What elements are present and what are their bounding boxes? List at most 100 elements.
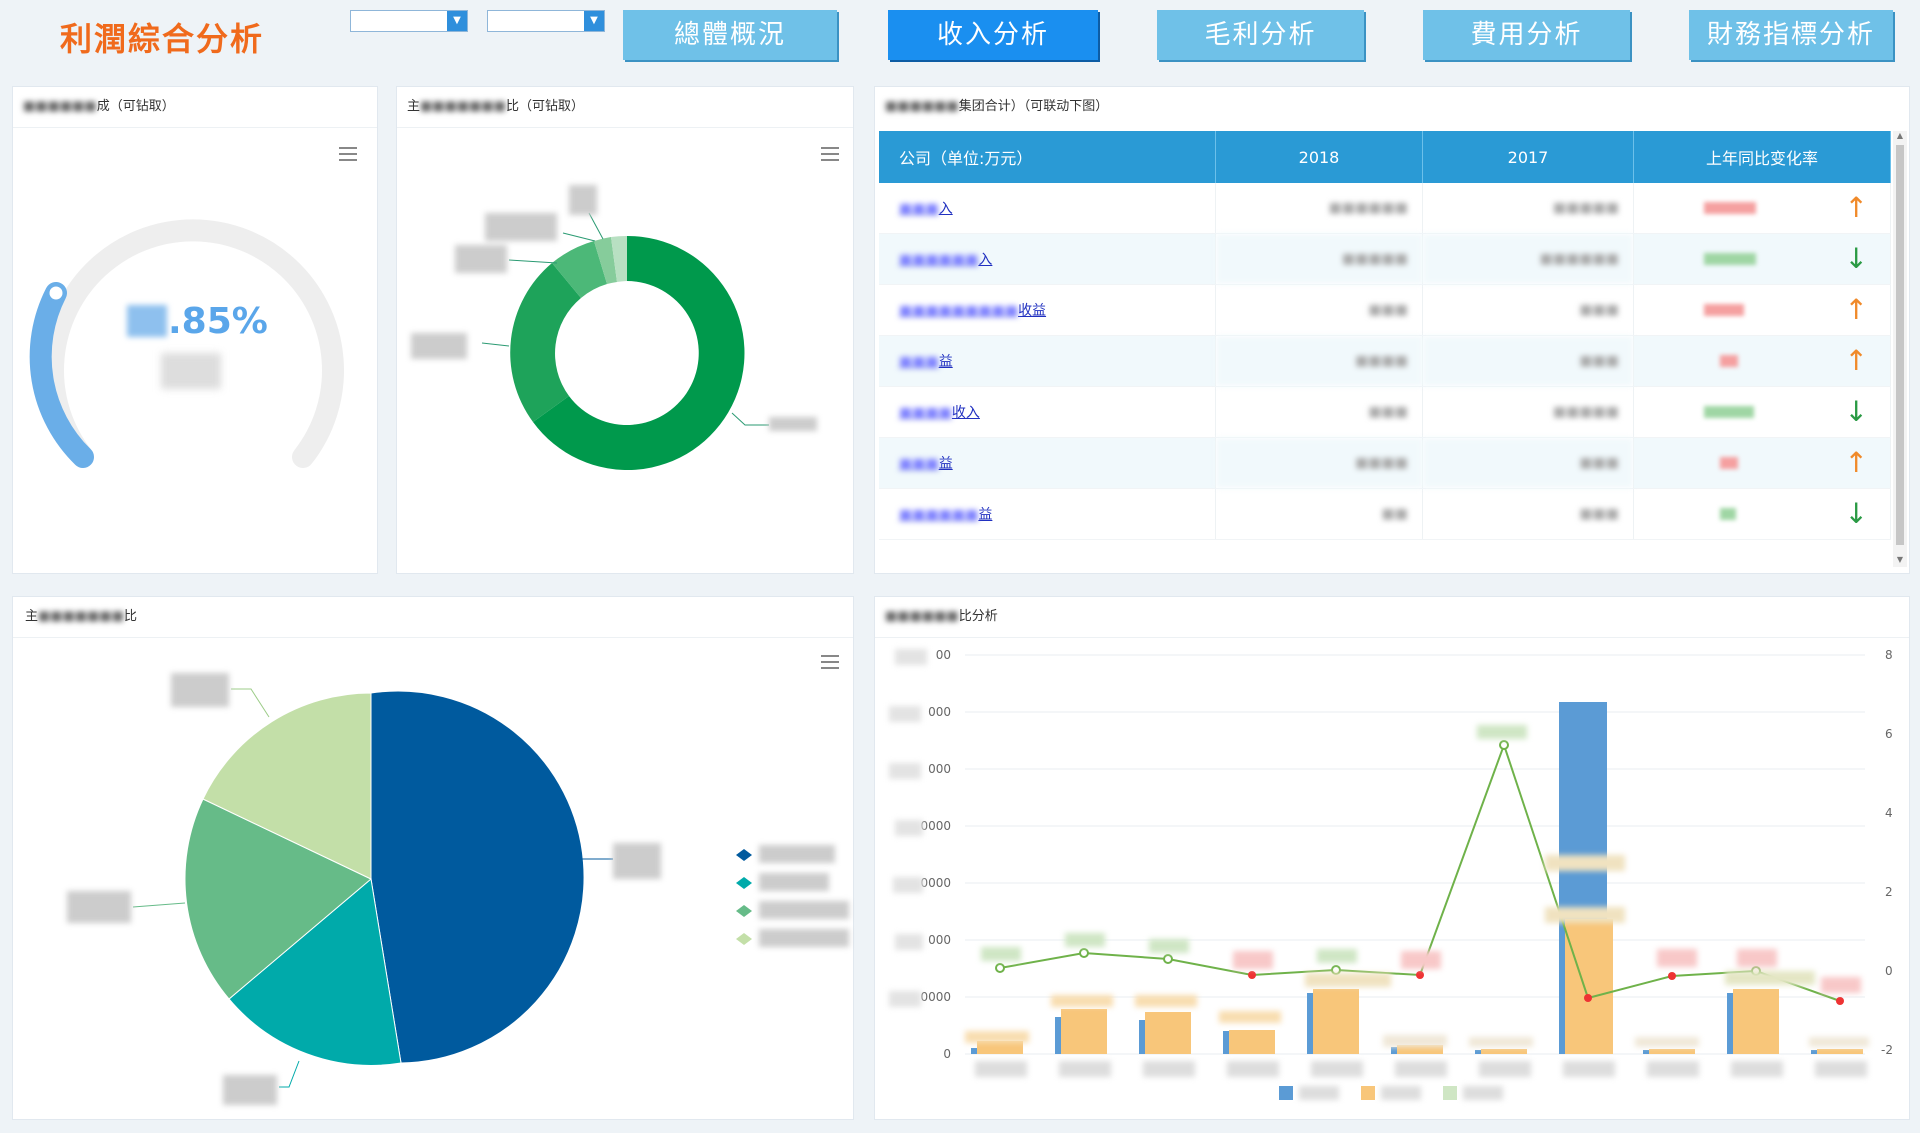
legend-marker-line[interactable] (1443, 1086, 1457, 1100)
pie-leader-2 (279, 1060, 300, 1088)
table-row[interactable]: ■■■益 ■■■■ ■■■ ↑ (879, 437, 1891, 489)
table-row[interactable]: ■■■■■■■■■收益 ■■■ ■■■ ↑ (879, 284, 1891, 336)
gauge-progress (29, 282, 94, 468)
pie-slice-1 (370, 690, 585, 1064)
legend-marker-1[interactable] (736, 849, 752, 861)
tab-overview[interactable]: 總體概況 (623, 10, 837, 60)
row-link[interactable]: ■■■■■■益 (899, 507, 993, 523)
legend-marker-4[interactable] (736, 933, 752, 945)
tab-financial-indicators[interactable]: 財務指標分析 (1689, 10, 1893, 60)
legend-label-1[interactable] (759, 845, 835, 863)
row-link[interactable]: ■■■■■■入 (899, 252, 993, 268)
col-yoy-rate[interactable]: 上年同比变化率 (1633, 131, 1891, 183)
combo-chart: 00 000 000 0000 0000 000 0000 0 8 6 4 2 … (889, 648, 1893, 1100)
bar-blue-3[interactable] (1139, 1020, 1145, 1054)
bar-orange-6[interactable] (1397, 1045, 1443, 1054)
cell-2017: ■■■ (1422, 335, 1634, 387)
donut-slice-4 (594, 237, 617, 284)
y-right-tick-3: 4 (1885, 806, 1893, 820)
line-point[interactable] (1331, 965, 1341, 975)
menu-icon[interactable] (339, 147, 357, 161)
bar-blue-11[interactable] (1811, 1050, 1817, 1054)
legend-marker-bar-blue[interactable] (1279, 1086, 1293, 1100)
table-scrollbar[interactable]: ▲ ▼ (1893, 131, 1907, 567)
line-point[interactable] (1163, 954, 1173, 964)
col-2017[interactable]: 2017 (1422, 131, 1634, 183)
legend-label-bar-orange[interactable] (1381, 1086, 1421, 1100)
tab-expense[interactable]: 費用分析 (1423, 10, 1630, 60)
bar-blue-2[interactable] (1055, 1017, 1061, 1054)
row-link[interactable]: ■■■■收入 (899, 405, 980, 421)
pie-panel: 主■■■■■■■比 (12, 596, 854, 1120)
bar-orange-8[interactable] (1565, 919, 1613, 1054)
x-axis-labels-masked (975, 1061, 1867, 1077)
col-company[interactable]: 公司（单位:万元） (879, 131, 1216, 183)
line-point[interactable] (1499, 740, 1509, 750)
gauge-value: .85% (168, 301, 268, 342)
donut-label-4 (485, 213, 557, 241)
line-point[interactable] (1416, 971, 1424, 979)
bar-blue-7[interactable] (1475, 1050, 1481, 1054)
line-point[interactable] (1248, 971, 1256, 979)
y-axis-left: 00 000 000 0000 0000 000 0000 0 (920, 648, 951, 1061)
tab-gross-profit[interactable]: 毛利分析 (1157, 10, 1364, 60)
donut-label-2 (411, 333, 467, 359)
bar-orange-5[interactable] (1313, 989, 1359, 1054)
bar-blue-6[interactable] (1391, 1047, 1397, 1054)
y-axis-right: 8 6 4 2 0 -2 (1881, 648, 1893, 1057)
legend-label-bar-blue[interactable] (1299, 1086, 1339, 1100)
menu-icon[interactable] (821, 655, 839, 669)
tab-revenue[interactable]: 收入分析 (888, 10, 1098, 60)
bar-blue-10[interactable] (1727, 993, 1733, 1054)
cell-2017: ■■■■■■ (1422, 233, 1634, 285)
legend-label-line[interactable] (1463, 1086, 1503, 1100)
bar-orange-11[interactable] (1817, 1049, 1863, 1054)
pie-label-4 (171, 673, 229, 707)
line-point[interactable] (1079, 948, 1089, 958)
table-row[interactable]: ■■■■收入 ■■■ ■■■■■ ↓ (879, 386, 1891, 438)
table-row[interactable]: ■■■■■■入 ■■■■■ ■■■■■■ ↓ (879, 233, 1891, 285)
legend-marker-2[interactable] (736, 877, 752, 889)
bar-blue-1[interactable] (971, 1048, 977, 1054)
scroll-thumb[interactable] (1896, 145, 1904, 545)
pie-leader-1 (556, 858, 613, 868)
row-link[interactable]: ■■■益 (899, 456, 953, 472)
donut-panel-title-text: 比（可钻取） (506, 99, 585, 114)
bar-blue-5[interactable] (1307, 993, 1313, 1054)
row-link[interactable]: ■■■■■■■■■收益 (899, 303, 1047, 319)
bar-orange-7[interactable] (1481, 1049, 1527, 1054)
menu-icon[interactable] (821, 147, 839, 161)
table-row[interactable]: ■■■入 ■■■■■■ ■■■■■ ↑ (879, 183, 1891, 234)
row-link[interactable]: ■■■益 (899, 354, 953, 370)
line-point[interactable] (995, 963, 1005, 973)
bar-orange-9[interactable] (1649, 1049, 1695, 1054)
table-row[interactable]: ■■■益 ■■■■ ■■■ ↑ (879, 335, 1891, 387)
y-right-tick-1: 8 (1885, 648, 1893, 662)
bar-blue-4[interactable] (1223, 1031, 1229, 1054)
company-select[interactable]: ▼ (487, 10, 605, 32)
gauge-track (42, 219, 344, 468)
scroll-down-icon[interactable]: ▼ (1896, 555, 1904, 564)
legend-label-2[interactable] (759, 873, 829, 891)
legend-label-3[interactable] (759, 901, 849, 919)
legend-label-4[interactable] (759, 929, 849, 947)
year-select[interactable]: ▼ (350, 10, 468, 32)
bar-orange-10[interactable] (1733, 989, 1779, 1054)
legend-marker-bar-orange[interactable] (1361, 1086, 1375, 1100)
donut-label-5 (569, 185, 597, 215)
line-point[interactable] (1668, 972, 1676, 980)
col-2018[interactable]: 2018 (1215, 131, 1423, 183)
line-point[interactable] (1584, 994, 1592, 1002)
legend-marker-3[interactable] (736, 905, 752, 917)
arrow-up-icon: ↑ (1844, 293, 1868, 326)
line-point[interactable] (1836, 997, 1844, 1005)
bar-orange-4[interactable] (1229, 1030, 1275, 1054)
bar-orange-1[interactable] (977, 1041, 1023, 1054)
scroll-up-icon[interactable]: ▲ (1896, 131, 1904, 140)
pie-slice-2 (228, 878, 402, 1066)
bar-blue-9[interactable] (1643, 1050, 1649, 1054)
bar-orange-3[interactable] (1145, 1012, 1191, 1054)
bar-orange-2[interactable] (1061, 1009, 1107, 1054)
row-link[interactable]: ■■■入 (899, 201, 953, 217)
table-row[interactable]: ■■■■■■益 ■■ ■■■ ↓ (879, 488, 1891, 540)
